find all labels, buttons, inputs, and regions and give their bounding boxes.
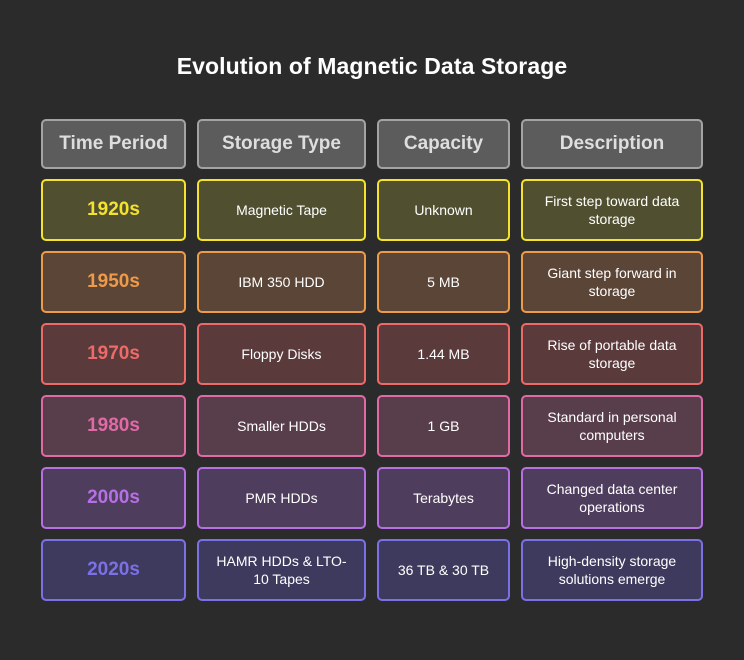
row-period-cell: 1920s [41,179,186,241]
row-capacity-cell: 36 TB & 30 TB [377,539,510,601]
row-description-cell: Giant step forward in storage [521,251,703,313]
row-description-cell: Changed data center operations [521,467,703,529]
row-capacity-cell: 1.44 MB [377,323,510,385]
row-storage-type-cell: Magnetic Tape [197,179,366,241]
row-description-cell: Rise of portable data storage [521,323,703,385]
row-period-cell: 2000s [41,467,186,529]
header-time-period: Time Period [41,119,186,169]
diagram-title: Evolution of Magnetic Data Storage [176,53,568,79]
row-period-cell: 1950s [41,251,186,313]
row-description-cell: First step toward data storage [521,179,703,241]
row-description-cell: High-density storage solutions emerge [521,539,703,601]
row-storage-type-cell: Floppy Disks [197,323,366,385]
storage-table: Time Period Storage Type Capacity Descri… [41,119,703,601]
row-capacity-cell: 1 GB [377,395,510,457]
row-storage-type-cell: PMR HDDs [197,467,366,529]
row-capacity-cell: Terabytes [377,467,510,529]
header-capacity: Capacity [377,119,510,169]
header-storage-type: Storage Type [197,119,366,169]
row-period-cell: 1980s [41,395,186,457]
row-storage-type-cell: Smaller HDDs [197,395,366,457]
row-period-cell: 2020s [41,539,186,601]
row-storage-type-cell: HAMR HDDs & LTO-10 Tapes [197,539,366,601]
row-period-cell: 1970s [41,323,186,385]
row-capacity-cell: 5 MB [377,251,510,313]
row-description-cell: Standard in personal computers [521,395,703,457]
row-capacity-cell: Unknown [377,179,510,241]
row-storage-type-cell: IBM 350 HDD [197,251,366,313]
header-description: Description [521,119,703,169]
